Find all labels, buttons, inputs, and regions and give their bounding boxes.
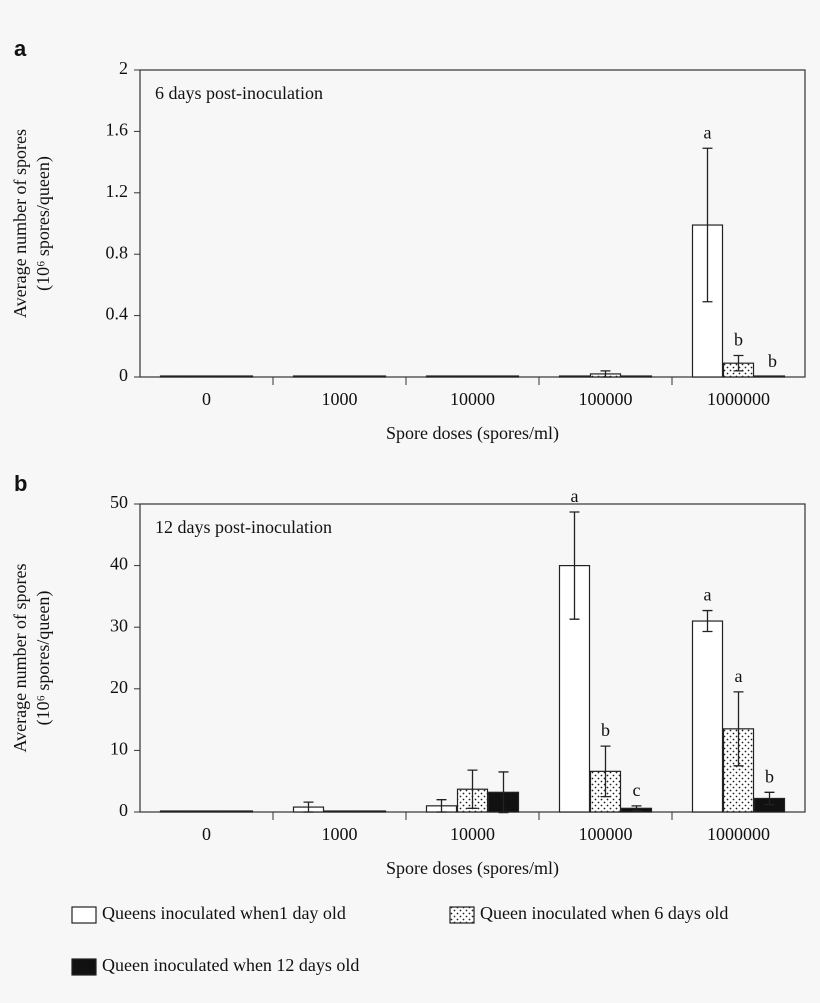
annotation: 6 days post-inoculation xyxy=(155,83,323,103)
bar xyxy=(323,810,356,813)
bar xyxy=(292,375,325,378)
x-tick-label: 0 xyxy=(202,824,211,844)
significance-letter: b xyxy=(734,330,743,350)
y-tick-label: 30 xyxy=(110,615,128,635)
bar xyxy=(323,375,356,378)
bar xyxy=(221,375,254,378)
y-tick-label: 50 xyxy=(110,492,128,512)
x-tick-label: 1000 xyxy=(322,824,358,844)
error-bar xyxy=(600,370,611,378)
bar xyxy=(620,375,653,378)
legend-label: Queen inoculated when 12 days old xyxy=(102,955,359,975)
legend-label: Queen inoculated when 6 days old xyxy=(480,903,728,923)
bar xyxy=(456,375,489,378)
x-tick-label: 1000000 xyxy=(707,389,770,409)
significance-letter: b xyxy=(768,351,777,371)
legend-swatch xyxy=(71,906,97,924)
y-tick-label: 10 xyxy=(110,739,128,759)
significance-letter: a xyxy=(571,486,579,506)
y-tick-label: 40 xyxy=(110,554,128,574)
bar xyxy=(190,375,223,378)
error-bar xyxy=(303,801,314,813)
bar xyxy=(425,375,458,378)
significance-letter: b xyxy=(765,766,774,786)
y-tick-label: 1.6 xyxy=(106,120,129,140)
panel-label: a xyxy=(14,36,27,61)
bar xyxy=(691,620,724,813)
x-tick-label: 1000000 xyxy=(707,824,770,844)
panel-label: b xyxy=(14,471,27,496)
error-bar xyxy=(702,147,713,303)
y-tick-label: 0.4 xyxy=(106,304,129,324)
bar xyxy=(354,375,387,378)
x-tick-label: 100000 xyxy=(579,389,633,409)
error-bar xyxy=(733,354,744,372)
x-tick-label: 10000 xyxy=(450,824,495,844)
error-bar xyxy=(733,691,744,767)
y-tick-label: 2 xyxy=(119,58,128,78)
bar xyxy=(753,375,786,378)
y-tick-label: 0.8 xyxy=(106,242,129,262)
error-bar xyxy=(631,805,642,812)
x-tick-label: 100000 xyxy=(579,824,633,844)
bar xyxy=(190,810,223,813)
error-bar xyxy=(600,745,611,798)
bar xyxy=(159,810,192,813)
significance-letter: a xyxy=(704,122,712,142)
y-tick-label: 0 xyxy=(119,365,128,385)
y-axis-label: Average number of spores xyxy=(10,129,30,318)
bar xyxy=(354,810,387,813)
y-axis-label: (10⁶ spores/queen) xyxy=(33,591,54,726)
y-axis-label: Average number of spores xyxy=(10,563,30,752)
bar xyxy=(487,375,520,378)
significance-letter: a xyxy=(735,666,743,686)
y-tick-label: 1.2 xyxy=(106,181,129,201)
error-bar xyxy=(702,609,713,633)
significance-letter: b xyxy=(601,720,610,740)
x-tick-label: 10000 xyxy=(450,389,495,409)
error-bar xyxy=(498,771,509,814)
y-tick-label: 20 xyxy=(110,677,128,697)
significance-letter: c xyxy=(633,780,641,800)
x-tick-label: 0 xyxy=(202,389,211,409)
bar xyxy=(221,810,254,813)
legend-swatch xyxy=(449,906,475,924)
error-bar xyxy=(467,769,478,809)
y-axis-label: (10⁶ spores/queen) xyxy=(33,156,54,291)
legend-label: Queens inoculated when1 day old xyxy=(102,903,346,923)
legend-swatch xyxy=(71,958,97,976)
error-bar xyxy=(436,799,447,813)
error-bar xyxy=(569,511,580,620)
x-axis-label: Spore doses (spores/ml) xyxy=(386,858,559,879)
significance-letter: a xyxy=(704,585,712,605)
x-tick-label: 1000 xyxy=(322,389,358,409)
x-axis-label: Spore doses (spores/ml) xyxy=(386,423,559,444)
bar xyxy=(159,375,192,378)
error-bar xyxy=(764,791,775,806)
bar xyxy=(558,375,591,378)
y-tick-label: 0 xyxy=(119,800,128,820)
annotation: 12 days post-inoculation xyxy=(155,517,332,537)
